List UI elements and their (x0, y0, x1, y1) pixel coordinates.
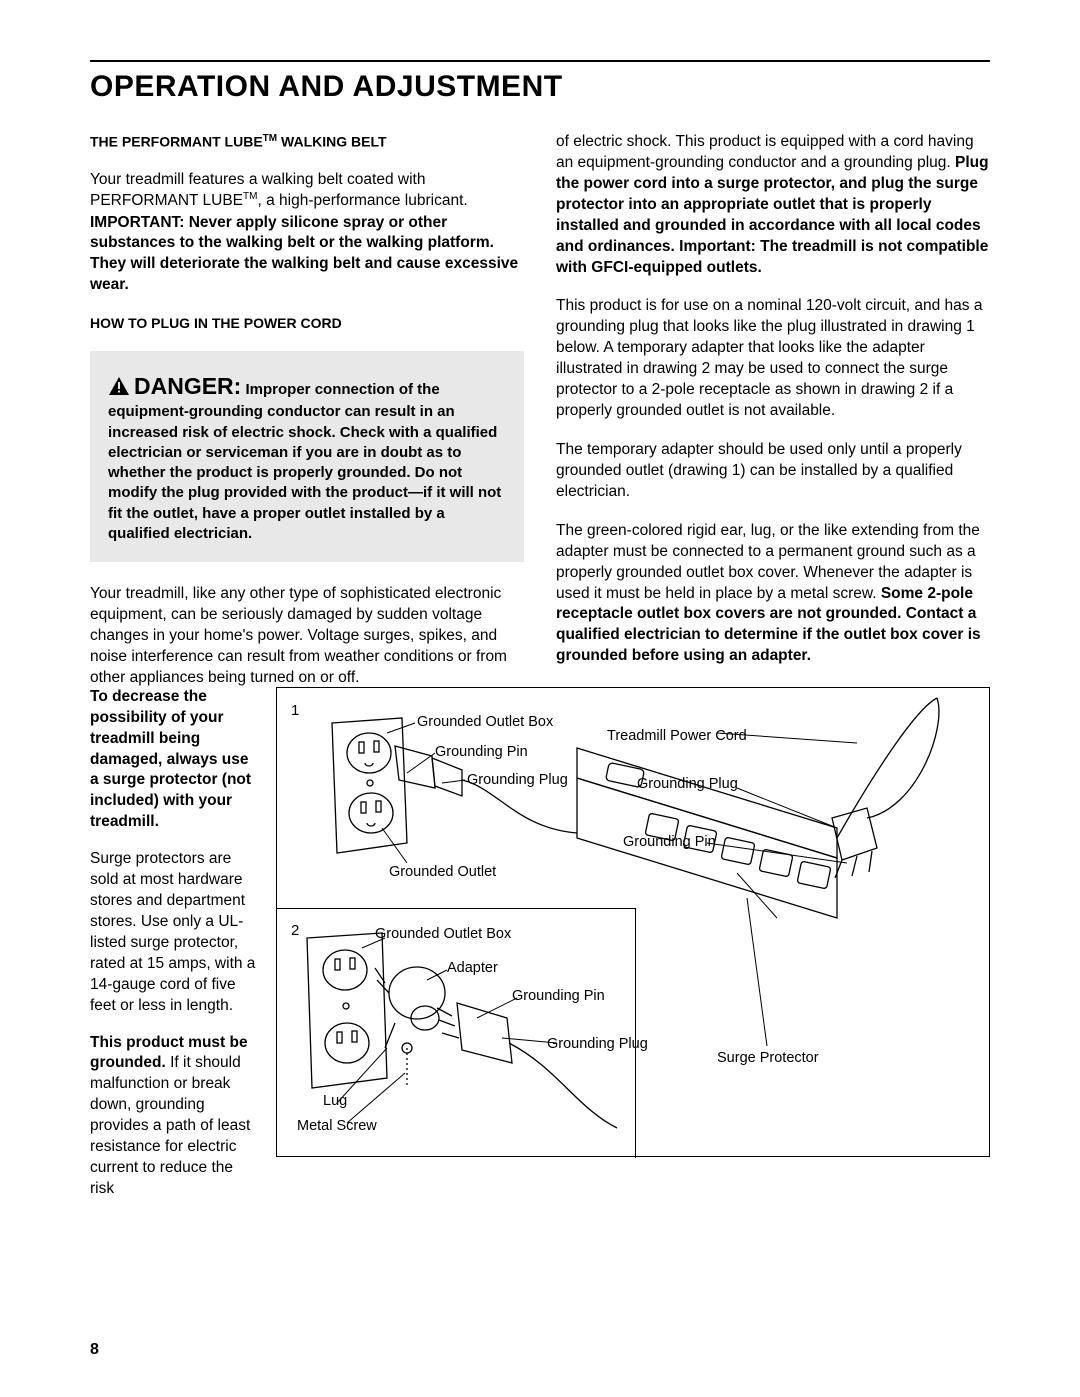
para-r4: The green-colored rigid ear, lug, or the… (556, 521, 990, 667)
para-r1: of electric shock. This product is equip… (556, 132, 990, 278)
narrow-p3b: If it should malfunction or break down, … (90, 1054, 250, 1197)
tm-mark-2: TM (243, 191, 257, 202)
para-surge-intro: Your treadmill, like any other type of s… (90, 584, 524, 689)
para-r3: The temporary adapter should be used onl… (556, 440, 990, 503)
surge-leader-svg (277, 688, 997, 1158)
danger-text: Improper connection of the equipment-gro… (108, 381, 501, 542)
left-column: THE PERFORMANT LUBETM WALKING BELT Your … (90, 132, 524, 691)
narrow-p1: To decrease the possibility of your trea… (90, 687, 260, 833)
narrow-p3: This product must be grounded. If it sho… (90, 1033, 260, 1200)
page-title: OPERATION AND ADJUSTMENT (90, 70, 990, 104)
page-number: 8 (90, 1341, 99, 1359)
right-column: of electric shock. This product is equip… (556, 132, 990, 691)
diagram: 1 (276, 687, 990, 1157)
para-lube-bold: IMPORTANT: Never apply silicone spray or… (90, 214, 518, 294)
para-lube-b: , a high-performance lubricant. (257, 193, 467, 210)
narrow-column: To decrease the possibility of your trea… (90, 687, 260, 1200)
subhead-lube-b: WALKING BELT (277, 134, 386, 150)
tm-mark: TM (263, 133, 277, 144)
warning-icon (108, 376, 130, 402)
para-r1a: of electric shock. This product is equip… (556, 133, 974, 171)
top-rule (90, 60, 990, 62)
subhead-lube-a: THE PERFORMANT LUBE (90, 134, 263, 150)
para-r2: This product is for use on a nominal 120… (556, 296, 990, 422)
danger-word: DANGER: (134, 373, 241, 399)
para-lube: Your treadmill features a walking belt c… (90, 170, 524, 297)
danger-box: DANGER: Improper connection of the equip… (90, 351, 524, 562)
subhead-lube: THE PERFORMANT LUBETM WALKING BELT (90, 132, 524, 152)
two-column-layout: THE PERFORMANT LUBETM WALKING BELT Your … (90, 132, 990, 691)
para-r1b: Plug the power cord into a surge protect… (556, 154, 989, 276)
subhead-plug: HOW TO PLUG IN THE POWER CORD (90, 314, 524, 333)
narrow-p1-text: To decrease the possibility of your trea… (90, 688, 251, 831)
narrow-p2: Surge protectors are sold at most hardwa… (90, 849, 260, 1016)
lower-section: To decrease the possibility of your trea… (90, 687, 990, 1200)
